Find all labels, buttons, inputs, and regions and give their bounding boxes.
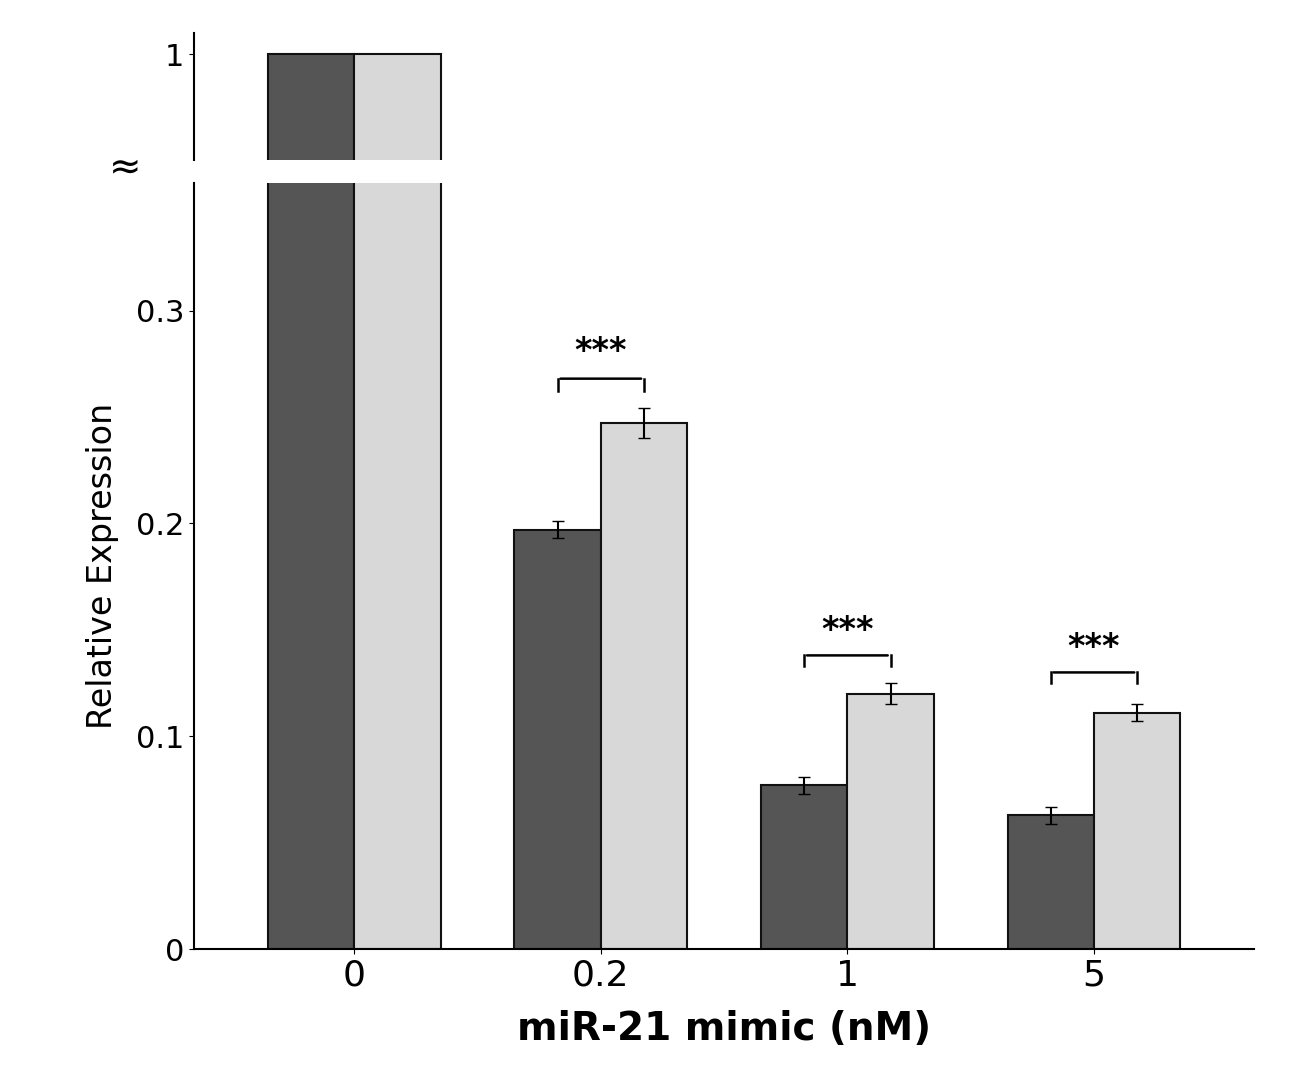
Text: ***: *** (821, 614, 874, 647)
Bar (762, 786, 847, 949)
Bar (601, 423, 687, 949)
Text: ***: *** (574, 335, 627, 368)
Y-axis label: Relative Expression: Relative Expression (87, 403, 119, 729)
Text: ≈: ≈ (109, 148, 141, 187)
Bar (268, 55, 354, 480)
Bar (354, 55, 441, 480)
Bar (515, 530, 601, 949)
X-axis label: miR-21 mimic (nM): miR-21 mimic (nM) (517, 1009, 931, 1047)
Bar (1094, 712, 1181, 949)
Text: ***: *** (1068, 631, 1120, 664)
Bar (354, 0, 441, 949)
Bar (1007, 815, 1094, 949)
Bar (847, 694, 934, 949)
Bar (268, 0, 354, 949)
